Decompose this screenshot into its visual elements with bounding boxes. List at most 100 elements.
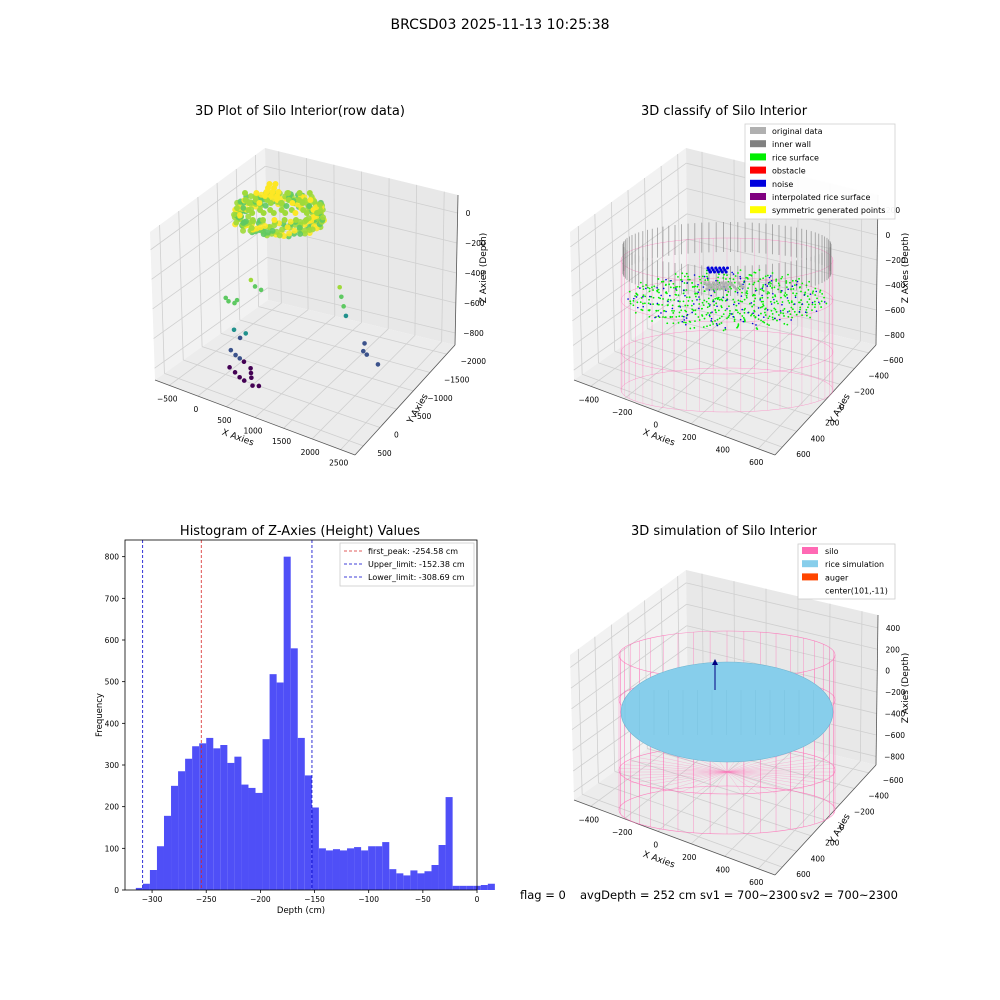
- cls-rice-point: [658, 291, 660, 294]
- cls-rice-point: [792, 288, 795, 290]
- cls-rice-point: [698, 275, 701, 278]
- cls-noise-point: [747, 311, 749, 314]
- cls-grid-y: [582, 373, 783, 448]
- sim-ytick-label: 200: [825, 839, 840, 848]
- cls-original-point: [705, 287, 709, 291]
- hist-bar: [438, 845, 446, 890]
- cls-noise-point: [779, 310, 782, 312]
- hist-bar: [459, 885, 467, 890]
- cls-rice-point: [720, 305, 723, 307]
- cls-rice-point: [780, 277, 783, 280]
- raw-grid-y-wall: [178, 210, 184, 361]
- raw-grid-x-wall: [414, 184, 418, 336]
- sim-grid-y: [647, 748, 841, 805]
- cls-rice-point: [714, 297, 717, 300]
- cls-rice-point: [752, 283, 755, 286]
- cls-rice-point: [757, 280, 760, 283]
- cls-rice-point: [686, 304, 689, 307]
- hist-ytick-label: 800: [105, 553, 120, 562]
- cls-rice-point: [764, 314, 767, 316]
- cls-ytick-label: 200: [825, 419, 840, 428]
- raw-outlier-point: [237, 335, 243, 341]
- cls-rice-point: [776, 319, 778, 322]
- raw-grid-x: [283, 328, 389, 429]
- cls-xlabel: X Axies: [641, 428, 676, 449]
- cls-rice-point: [702, 326, 705, 328]
- raw-ztick-label: −600: [464, 299, 485, 308]
- raw-point: [309, 226, 316, 233]
- cls-rice-point: [777, 314, 780, 316]
- sim-silo-spoke: [663, 771, 728, 792]
- raw-outlier-point: [337, 284, 342, 290]
- cls-noise-point: [809, 293, 812, 295]
- raw-xtick-label: 2500: [329, 459, 348, 468]
- hist-frame: [124, 539, 478, 891]
- cls-rice-point: [777, 288, 780, 291]
- cls-noise-point: [683, 315, 685, 318]
- cls-noise-point: [639, 287, 641, 289]
- raw-point: [293, 217, 299, 223]
- raw-point: [247, 193, 254, 200]
- hist-bar: [410, 870, 418, 890]
- cls-rice-point: [741, 315, 744, 317]
- cls-rice-point: [793, 310, 796, 313]
- sim-silo-spoke: [726, 754, 804, 773]
- hist-legend-label: Lower_limit: -308.69 cm: [368, 573, 465, 582]
- cls-rice-point: [640, 308, 643, 311]
- cls-rice-point: [696, 292, 699, 295]
- raw-xtick-label: −500: [157, 394, 178, 403]
- cls-rice-point: [689, 327, 692, 330]
- cls-rice-point: [753, 309, 756, 312]
- cls-rice-point: [687, 300, 690, 302]
- raw-point: [284, 224, 291, 231]
- raw-point: [286, 230, 293, 237]
- hist-bar: [171, 785, 179, 890]
- cls-rice-point: [770, 282, 772, 285]
- cls-noise-point: [786, 297, 789, 299]
- cls-rice-point: [758, 269, 761, 271]
- cls-rice-point: [733, 281, 736, 284]
- cls-legend-swatch: [750, 179, 766, 187]
- cls-noise-point: [711, 311, 713, 313]
- cls-rice-point: [678, 311, 681, 314]
- cls-rice-point: [787, 273, 789, 276]
- cls-rice-point: [814, 303, 817, 306]
- hist-bar: [213, 748, 221, 890]
- raw-point: [319, 214, 326, 221]
- cls-rice-point: [799, 306, 802, 309]
- raw-ytick-label: −1000: [427, 394, 453, 403]
- raw-point: [283, 202, 290, 209]
- hist-xtick-label: −100: [358, 895, 379, 904]
- cls-rice-point: [774, 308, 777, 311]
- cls-rice-point: [751, 305, 754, 308]
- footer-avg-depth: avgDepth = 252 cm: [580, 888, 697, 902]
- cls-legend-swatch: [750, 140, 766, 148]
- hist-xtick-label: −200: [250, 895, 271, 904]
- cls-original-point: [741, 285, 745, 289]
- cls-rice-point: [677, 275, 679, 278]
- cls-rice-point: [731, 313, 734, 315]
- cls-noise-point: [693, 274, 696, 276]
- sim-ztick-label: 200: [886, 645, 901, 654]
- cls-rice-point: [793, 284, 796, 287]
- cls-rice-point: [720, 298, 723, 301]
- raw-point-peak: [272, 181, 279, 187]
- cls-rice-point: [745, 296, 748, 299]
- raw-grid-z-back: [153, 257, 268, 339]
- sim-silo-spoke: [726, 764, 830, 773]
- cls-original-point: [715, 281, 720, 285]
- cls-rice-point: [657, 296, 660, 299]
- cls-noise-point: [761, 294, 763, 297]
- cls-rice-point: [728, 314, 731, 317]
- cls-noise-point: [732, 315, 735, 318]
- cls-rice-point: [753, 281, 756, 284]
- cls-rice-point: [739, 312, 741, 315]
- plot-title-raw: 3D Plot of Silo Interior(row data): [195, 104, 405, 119]
- sim-ytick-label: −600: [883, 776, 904, 785]
- cls-rice-point: [763, 321, 766, 324]
- cls-rice-point: [693, 326, 696, 329]
- cls-rice-point: [811, 309, 813, 312]
- raw-point: [294, 201, 301, 208]
- cls-rice-point: [741, 300, 744, 303]
